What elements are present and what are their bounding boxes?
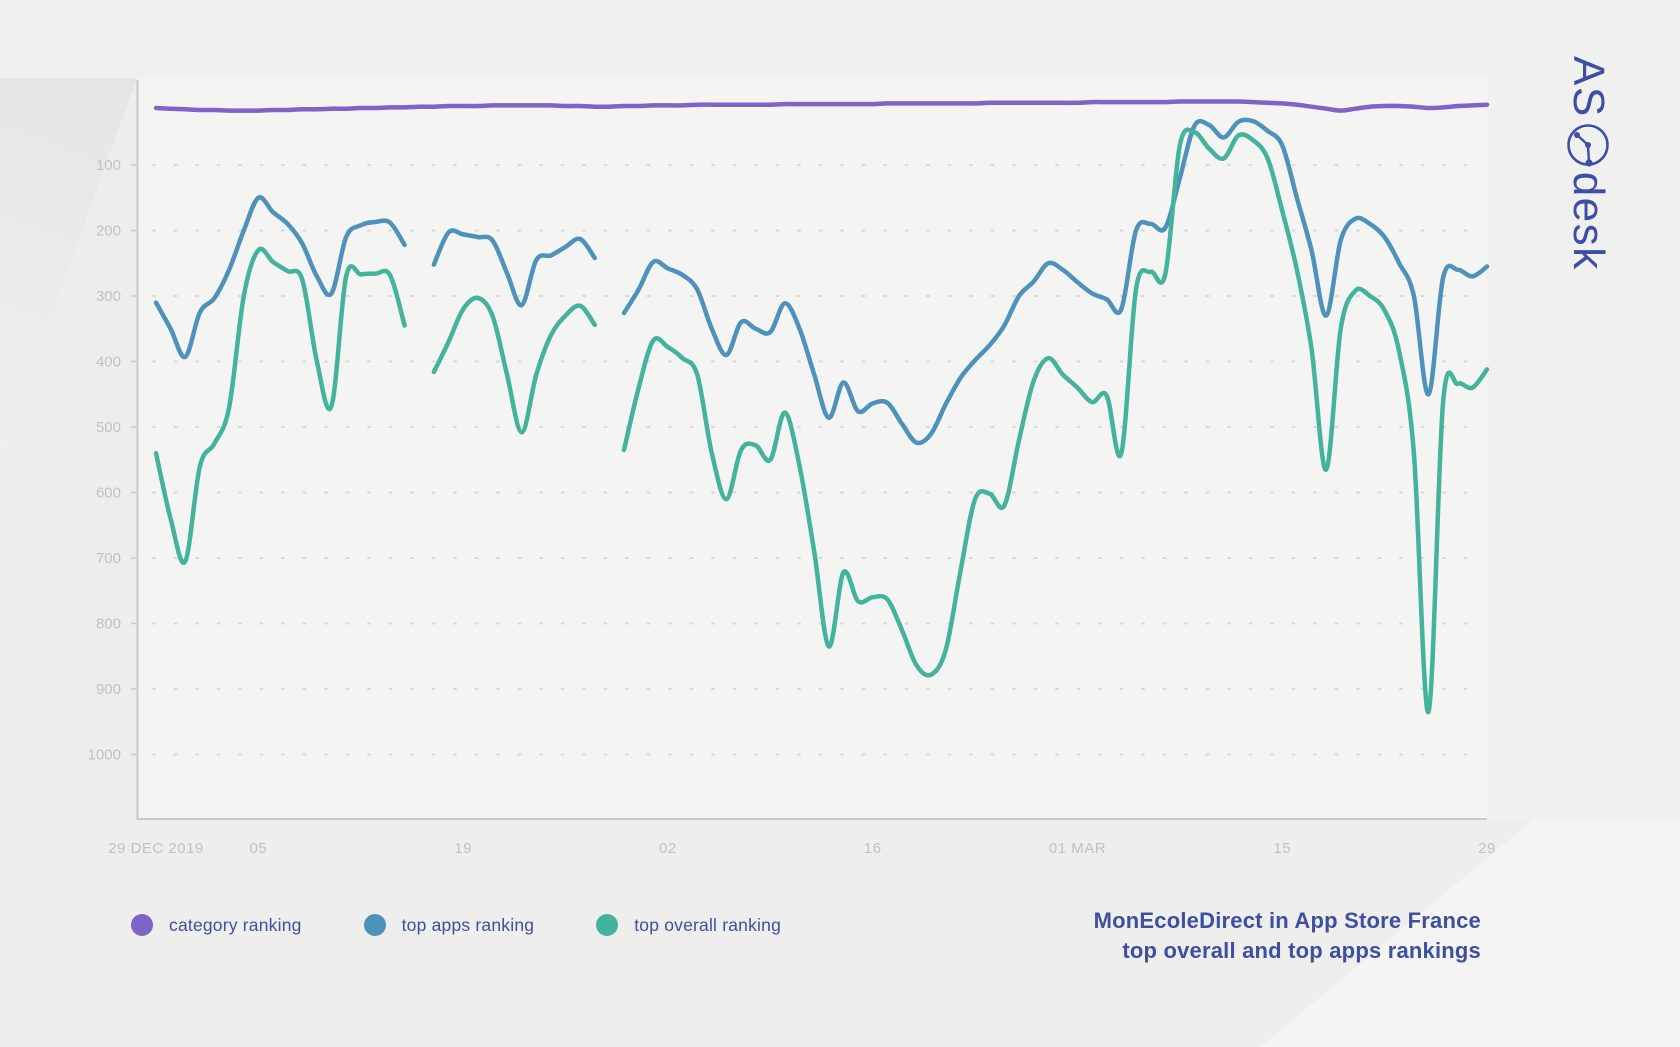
x-axis-tick-label: 05: [250, 840, 268, 857]
x-axis-tick-label: 16: [864, 840, 882, 857]
x-axis-tick-label: 29: [1478, 840, 1496, 857]
top-apps-ranking-dot-icon: [363, 914, 386, 936]
chart-title: MonEcoleDirect in App Store France top o…: [1094, 906, 1481, 966]
y-axis-tick-label: 400: [96, 354, 121, 371]
legend-item-top-overall-ranking[interactable]: top overall ranking: [596, 914, 781, 936]
chart-title-line1: MonEcoleDirect in App Store France: [1093, 908, 1481, 933]
legend-label: category ranking: [169, 914, 302, 935]
series-line-top-overall-ranking: [621, 127, 1490, 715]
y-axis-tick-label: 300: [96, 288, 121, 305]
y-axis-tick-label: 500: [96, 419, 121, 436]
x-axis-tick-label: 19: [454, 840, 472, 857]
y-axis-tick-label: 800: [96, 616, 121, 633]
series-line-top-overall-ranking: [153, 246, 407, 565]
axis-layer: [131, 80, 1487, 820]
chart-title-line2: top overall and top apps rankings: [1122, 938, 1481, 963]
legend-label: top apps ranking: [401, 914, 535, 935]
series-line-top-apps-ranking: [621, 117, 1490, 446]
y-axis-tick-label: 900: [96, 681, 121, 698]
plot-area-background: [137, 78, 1487, 820]
x-axis-tick-label: 15: [1273, 840, 1291, 857]
x-axis-tick-label: 02: [659, 840, 677, 857]
chart-legend: category ranking top apps ranking top ov…: [131, 914, 781, 936]
y-axis-tick-label: 1000: [88, 747, 121, 764]
top-overall-ranking-dot-icon: [596, 914, 619, 936]
y-axis-tick-label: 600: [96, 485, 121, 502]
y-axis-tick-label: 100: [96, 157, 121, 174]
series-line-category-ranking: [153, 99, 1490, 113]
grid-layer: [152, 164, 1484, 756]
series-line-top-apps-ranking: [431, 228, 598, 308]
asodesk-logo: AS desk: [1563, 56, 1613, 271]
series-line-top-overall-ranking: [431, 295, 598, 435]
series-line-top-apps-ranking: [153, 195, 407, 360]
x-axis-tick-label: 29 DEC 2019: [108, 840, 204, 857]
x-axis-tick-label: 01 MAR: [1049, 840, 1106, 857]
y-axis-tick-label: 200: [96, 223, 121, 240]
logo-chart-circle-icon: [1567, 123, 1609, 167]
legend-item-category-ranking[interactable]: category ranking: [131, 914, 302, 936]
legend-label: top overall ranking: [634, 914, 782, 935]
logo-text-suffix: desk: [1564, 171, 1613, 271]
y-axis-tick-label: 700: [96, 550, 121, 567]
axis-label-layer: 100 200 300 400 500 600 700 800 900 1000 29 DEC 20…: [88, 157, 1496, 857]
legend-item-top-apps-ranking[interactable]: top apps ranking: [363, 914, 535, 936]
logo-text-prefix: AS: [1564, 56, 1613, 118]
series-line-layer: [153, 99, 1490, 715]
category-ranking-dot-icon: [131, 914, 153, 936]
